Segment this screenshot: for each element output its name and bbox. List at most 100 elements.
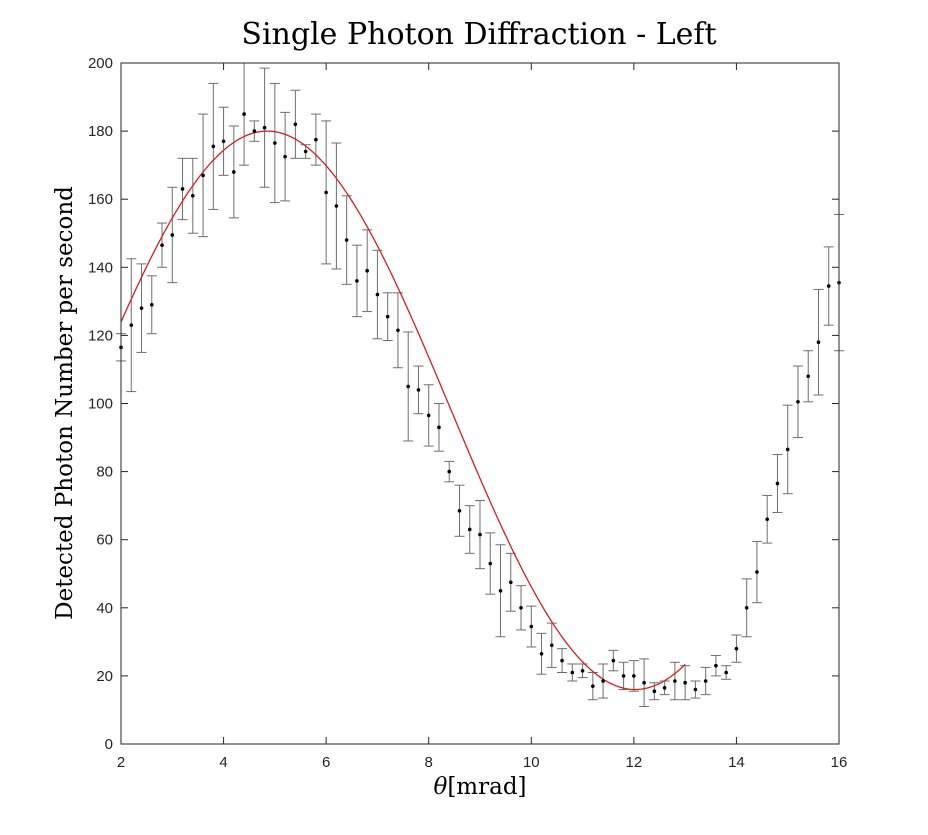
data-point [180, 187, 185, 191]
data-point [201, 173, 205, 178]
data-point [293, 122, 298, 127]
data-point [775, 481, 780, 486]
data-point [498, 588, 503, 593]
data-point [129, 323, 134, 327]
data-point [806, 374, 811, 379]
plot-area [121, 63, 839, 744]
data-point [508, 580, 513, 585]
data-point [406, 384, 411, 389]
x-tick-label: 8 [425, 754, 433, 771]
data-point [242, 112, 246, 116]
y-tick-label: 20 [96, 668, 113, 685]
data-point [283, 154, 287, 159]
data-point [252, 129, 257, 133]
data-point [703, 679, 708, 683]
x-tick-label: 6 [322, 754, 330, 771]
data-point [816, 340, 821, 345]
data-point [662, 686, 667, 690]
data-point [314, 137, 318, 142]
data-point [488, 561, 493, 566]
data-point [478, 532, 482, 537]
data-points [119, 112, 841, 694]
data-point [632, 674, 636, 678]
data-point [303, 149, 308, 154]
x-tick-label: 10 [523, 754, 540, 771]
data-point [693, 687, 698, 692]
data-point [160, 243, 164, 247]
data-point [262, 125, 267, 130]
data-point [529, 624, 534, 629]
y-axis-label: Detected Photon Number per second [52, 186, 78, 620]
x-tick-label: 16 [831, 754, 848, 771]
data-point [375, 292, 380, 297]
data-point [355, 279, 359, 283]
y-tick-label: 40 [96, 600, 113, 617]
data-point [273, 141, 277, 145]
data-point [324, 190, 328, 195]
data-point [580, 668, 585, 673]
data-point [232, 170, 236, 174]
fit-curve [120, 130, 686, 691]
x-tick-label: 14 [728, 754, 745, 771]
data-point [211, 144, 216, 149]
x-axis-label: θ[mrad] [433, 774, 526, 800]
data-point [714, 663, 718, 668]
y-tick-label: 140 [88, 259, 113, 276]
data-point [426, 413, 431, 418]
y-tick-label: 120 [88, 327, 113, 344]
x-tick-label: 12 [626, 754, 643, 771]
y-tick-label: 100 [88, 396, 113, 413]
data-point [396, 328, 400, 333]
data-point [734, 646, 739, 651]
y-tick-labels: 0 20 40 60 80 100 120 140 160 180 200 [88, 55, 113, 753]
data-point [149, 302, 154, 307]
x-tick-label: 4 [219, 754, 227, 771]
data-point [457, 508, 462, 513]
data-point [344, 238, 349, 242]
data-point [139, 306, 144, 310]
y-tick-label: 0 [105, 736, 113, 753]
data-point [826, 284, 831, 288]
y-tick-label: 200 [88, 55, 113, 72]
x-axis-symbol: θ [433, 774, 447, 800]
data-point [570, 670, 575, 675]
fit-curve-layer [120, 130, 686, 691]
data-point [447, 469, 452, 474]
data-point [796, 399, 800, 404]
data-point [642, 680, 646, 685]
data-point [611, 658, 616, 663]
data-point [591, 684, 595, 688]
data-point [755, 570, 759, 574]
data-point [683, 680, 687, 685]
data-point [560, 658, 564, 663]
data-point [724, 670, 728, 675]
data-point [550, 643, 554, 648]
data-point [621, 674, 626, 678]
data-point [416, 388, 421, 392]
x-tick-label: 2 [117, 754, 125, 771]
data-point [437, 425, 441, 430]
data-point [539, 651, 544, 656]
data-point [601, 679, 605, 683]
data-point [744, 606, 749, 610]
chart-title: Single Photon Diffraction - Left [241, 17, 716, 52]
data-point [652, 689, 657, 694]
y-tick-label: 60 [96, 532, 113, 549]
plot-frame [120, 62, 840, 745]
x-axis-unit: [mrad] [447, 774, 526, 800]
x-tick-labels: 2 4 6 8 10 12 14 16 [117, 754, 848, 771]
data-point [385, 314, 390, 319]
y-tick-label: 80 [96, 464, 113, 481]
data-point [467, 527, 472, 532]
data-point [170, 233, 175, 237]
data-point [785, 447, 790, 452]
data-point [765, 517, 769, 522]
data-point [191, 193, 195, 198]
y-tick-label: 180 [88, 123, 113, 140]
y-tick-label: 160 [88, 191, 113, 208]
data-point [673, 679, 677, 683]
data-point [365, 268, 369, 273]
data-point [221, 139, 226, 144]
data-point [334, 204, 339, 208]
